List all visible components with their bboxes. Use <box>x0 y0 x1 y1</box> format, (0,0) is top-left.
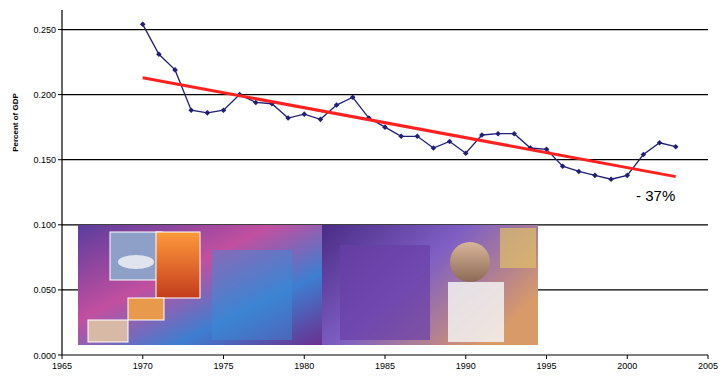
grid-line <box>62 94 708 95</box>
x-tick <box>627 355 628 359</box>
x-tick <box>465 355 466 359</box>
data-point <box>447 139 453 145</box>
photo-inset <box>500 228 536 268</box>
data-point <box>560 163 566 169</box>
data-point <box>479 132 485 138</box>
photo-inset <box>128 298 164 320</box>
data-point <box>592 173 598 179</box>
x-tick <box>385 355 386 359</box>
data-point <box>398 133 404 139</box>
photo-inset <box>156 232 200 298</box>
data-point <box>318 117 324 123</box>
data-point <box>382 124 388 130</box>
annotation: - 37% <box>636 187 675 204</box>
data-point <box>415 133 421 139</box>
data-point <box>657 140 663 146</box>
x-tick <box>304 355 305 359</box>
data-point <box>431 145 437 151</box>
x-tick-label: 2000 <box>617 361 637 371</box>
y-tick-label: 0.250 <box>33 25 56 35</box>
y-axis-label: Percent of GDP <box>11 93 20 152</box>
y-tick <box>58 224 62 225</box>
x-tick-label: 1980 <box>294 361 314 371</box>
x-tick <box>62 355 63 359</box>
y-tick-label: 0.100 <box>33 220 56 230</box>
photo-inset <box>110 232 162 280</box>
data-point <box>156 51 162 57</box>
photo-inset <box>118 255 154 269</box>
data-point <box>673 144 679 150</box>
data-point <box>576 169 582 175</box>
chart: 0.000 0.050 0.100 0.150 0.200 0.250 1965 1970 19… <box>0 0 723 377</box>
x-tick-label: 1975 <box>213 361 233 371</box>
x-tick <box>708 355 709 359</box>
data-point <box>624 173 630 179</box>
y-tick <box>58 289 62 290</box>
trend-line <box>143 78 676 177</box>
photo-inset <box>340 245 430 340</box>
y-tick-label: 0.050 <box>33 285 56 295</box>
grid-line <box>62 159 708 160</box>
photo-panel <box>322 225 538 345</box>
grid-line <box>62 29 708 30</box>
x-tick-label: 1995 <box>536 361 556 371</box>
x-tick-label: 1985 <box>375 361 395 371</box>
x-tick-label: 1965 <box>52 361 72 371</box>
data-point <box>221 107 227 113</box>
data-point <box>285 115 291 121</box>
y-tick-label: 0.000 <box>33 351 56 361</box>
data-point <box>495 131 501 137</box>
data-line <box>143 24 676 179</box>
data-point <box>511 131 517 137</box>
data-point <box>463 150 469 156</box>
x-tick <box>546 355 547 359</box>
data-point <box>608 176 614 182</box>
x-tick-label: 1990 <box>456 361 476 371</box>
y-tick <box>58 94 62 95</box>
photo-panel <box>78 225 322 345</box>
y-tick <box>58 159 62 160</box>
photo-inset <box>212 250 292 340</box>
photo-inset <box>448 282 504 342</box>
y-tick <box>58 29 62 30</box>
data-point <box>140 22 146 28</box>
plot-area <box>140 22 679 183</box>
x-tick <box>223 355 224 359</box>
data-point <box>301 111 307 117</box>
x-tick <box>142 355 143 359</box>
photo-inset <box>450 242 490 282</box>
data-point <box>334 102 340 108</box>
photo-collage <box>78 225 538 345</box>
x-tick-label: 1970 <box>133 361 153 371</box>
data-point <box>188 107 194 113</box>
data-point <box>641 152 647 158</box>
data-point <box>205 110 211 116</box>
data-point <box>172 67 178 73</box>
x-tick-label: 2005 <box>698 361 718 371</box>
y-axis <box>61 10 62 355</box>
y-tick-label: 0.200 <box>33 90 56 100</box>
data-point <box>350 94 356 100</box>
y-tick-label: 0.150 <box>33 155 56 165</box>
y-tick <box>58 355 62 356</box>
photo-inset <box>88 320 128 342</box>
